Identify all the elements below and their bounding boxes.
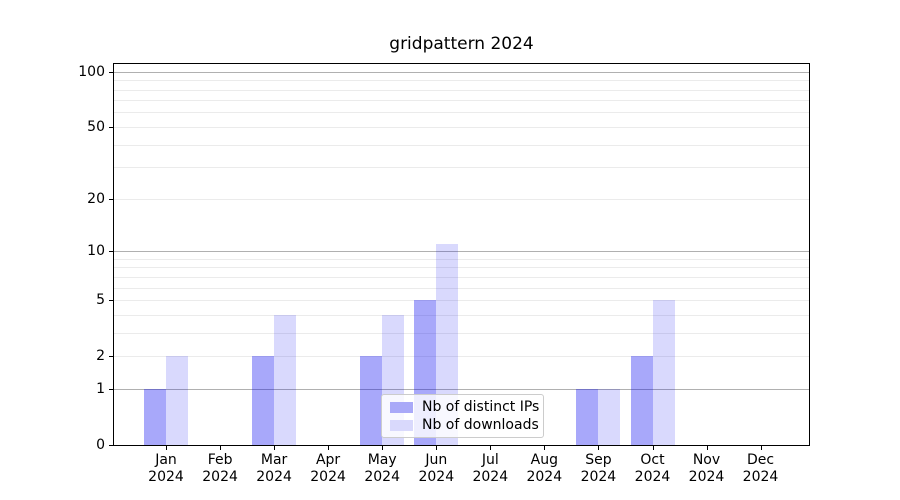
x-tick-apr: [328, 446, 330, 450]
gridline-20: [114, 198, 809, 200]
y-tick-label-10: 10: [87, 243, 105, 259]
y-tick-2: [109, 356, 113, 358]
x-tick-label-jul: Jul 2024: [472, 452, 509, 485]
bar-distinct-ips-jan: [144, 388, 166, 445]
y-tick-100: [109, 71, 113, 73]
legend-item-distinct-ips: Nb of distinct IPs: [390, 398, 539, 416]
bar-distinct-ips-may: [360, 356, 383, 445]
y-tick-label-1: 1: [96, 380, 105, 397]
y-tick-20: [109, 198, 113, 200]
x-tick-label-apr: Apr 2024: [310, 452, 346, 485]
gridline-6: [114, 287, 809, 289]
x-tick-label-jan: Jan 2024: [148, 452, 184, 485]
bar-downloads-mar: [274, 314, 297, 445]
x-tick-oct: [652, 446, 654, 450]
legend-label-distinct-ips: Nb of distinct IPs: [422, 399, 540, 415]
x-tick-feb: [220, 446, 222, 450]
gridline-3: [114, 332, 809, 334]
y-tick-0: [109, 445, 113, 446]
x-tick-label-mar: Mar 2024: [256, 452, 292, 485]
gridline-4: [114, 314, 809, 316]
y-tick-label-20: 20: [87, 190, 105, 207]
bar-downloads-oct: [652, 300, 675, 445]
gridline-10: [114, 251, 809, 252]
x-tick-may: [382, 446, 384, 450]
y-tick-label-0: 0: [96, 437, 105, 453]
bar-downloads-sep: [598, 388, 621, 445]
gridline-70: [114, 100, 809, 102]
y-tick-10: [109, 251, 113, 252]
y-tick-label-100: 100: [78, 63, 105, 80]
x-tick-dec: [760, 446, 762, 450]
x-tick-nov: [706, 446, 708, 450]
y-tick-label-50: 50: [87, 118, 105, 135]
x-tick-label-dec: Dec 2024: [742, 452, 779, 485]
x-tick-label-feb: Feb 2024: [202, 452, 238, 485]
x-tick-jun: [436, 446, 438, 450]
bar-distinct-ips-sep: [576, 388, 599, 445]
x-tick-label-nov: Nov 2024: [688, 452, 725, 485]
bar-downloads-jan: [166, 356, 188, 445]
chart-title: gridpattern 2024: [389, 34, 534, 54]
plot-area: Nb of distinct IPs Nb of downloads: [113, 63, 810, 446]
gridline-8: [114, 267, 809, 269]
gridline-1: [114, 388, 809, 390]
legend-item-downloads: Nb of downloads: [390, 416, 539, 434]
x-tick-mar: [274, 446, 276, 450]
y-tick-1: [109, 388, 113, 390]
x-tick-label-oct: Oct 2024: [634, 452, 671, 485]
legend-label-downloads: Nb of downloads: [422, 417, 539, 433]
y-tick-50: [109, 126, 113, 128]
legend-swatch-distinct-ips: [390, 401, 413, 413]
x-tick-aug: [544, 446, 546, 450]
gridline-30: [114, 167, 809, 169]
x-tick-sep: [598, 446, 600, 450]
gridline-40: [114, 144, 809, 146]
bar-distinct-ips-oct: [630, 356, 653, 445]
gridline-7: [114, 276, 809, 278]
x-tick-label-sep: Sep 2024: [580, 452, 617, 485]
gridline-90: [114, 80, 809, 82]
x-tick-label-may: May 2024: [364, 452, 400, 485]
gridline-100: [114, 71, 809, 73]
bar-distinct-ips-mar: [252, 356, 275, 445]
y-tick-label-2: 2: [96, 348, 105, 365]
legend-swatch-downloads: [390, 419, 413, 431]
y-tick-5: [109, 300, 113, 301]
gridline-80: [114, 89, 809, 91]
gridline-5: [114, 300, 809, 301]
x-tick-jan: [166, 446, 167, 450]
x-tick-jul: [490, 446, 492, 450]
x-tick-label-jun: Jun 2024: [418, 452, 455, 485]
x-tick-label-aug: Aug 2024: [526, 452, 563, 485]
y-tick-label-5: 5: [96, 292, 105, 308]
gridline-9: [114, 258, 809, 260]
gridline-50: [114, 126, 809, 128]
legend: Nb of distinct IPs Nb of downloads: [381, 394, 544, 438]
gridline-60: [114, 112, 809, 114]
gridline-2: [114, 356, 809, 358]
